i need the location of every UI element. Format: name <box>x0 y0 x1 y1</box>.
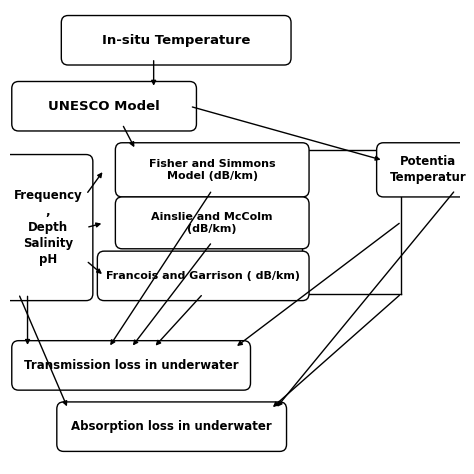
Text: Francois and Garrison ( dB/km): Francois and Garrison ( dB/km) <box>106 271 300 281</box>
Text: Frequency
,
Depth
Salinity
pH: Frequency , Depth Salinity pH <box>13 189 82 266</box>
Text: Potentia
Temperatur: Potentia Temperatur <box>390 155 467 184</box>
FancyBboxPatch shape <box>115 197 309 249</box>
Text: UNESCO Model: UNESCO Model <box>48 100 160 113</box>
FancyBboxPatch shape <box>12 341 250 390</box>
Text: Fisher and Simmons
Model (dB/km): Fisher and Simmons Model (dB/km) <box>149 159 275 181</box>
Text: Transmission loss in underwater: Transmission loss in underwater <box>24 359 238 372</box>
FancyBboxPatch shape <box>61 16 291 65</box>
FancyBboxPatch shape <box>97 251 309 301</box>
FancyBboxPatch shape <box>377 143 474 197</box>
FancyBboxPatch shape <box>3 155 93 301</box>
FancyBboxPatch shape <box>12 82 196 131</box>
Text: Ainslie and McColm
(dB/km): Ainslie and McColm (dB/km) <box>152 212 273 234</box>
FancyBboxPatch shape <box>57 402 287 451</box>
Text: Absorption loss in underwater: Absorption loss in underwater <box>71 420 272 433</box>
Text: In-situ Temperature: In-situ Temperature <box>102 34 250 47</box>
FancyBboxPatch shape <box>115 143 309 197</box>
